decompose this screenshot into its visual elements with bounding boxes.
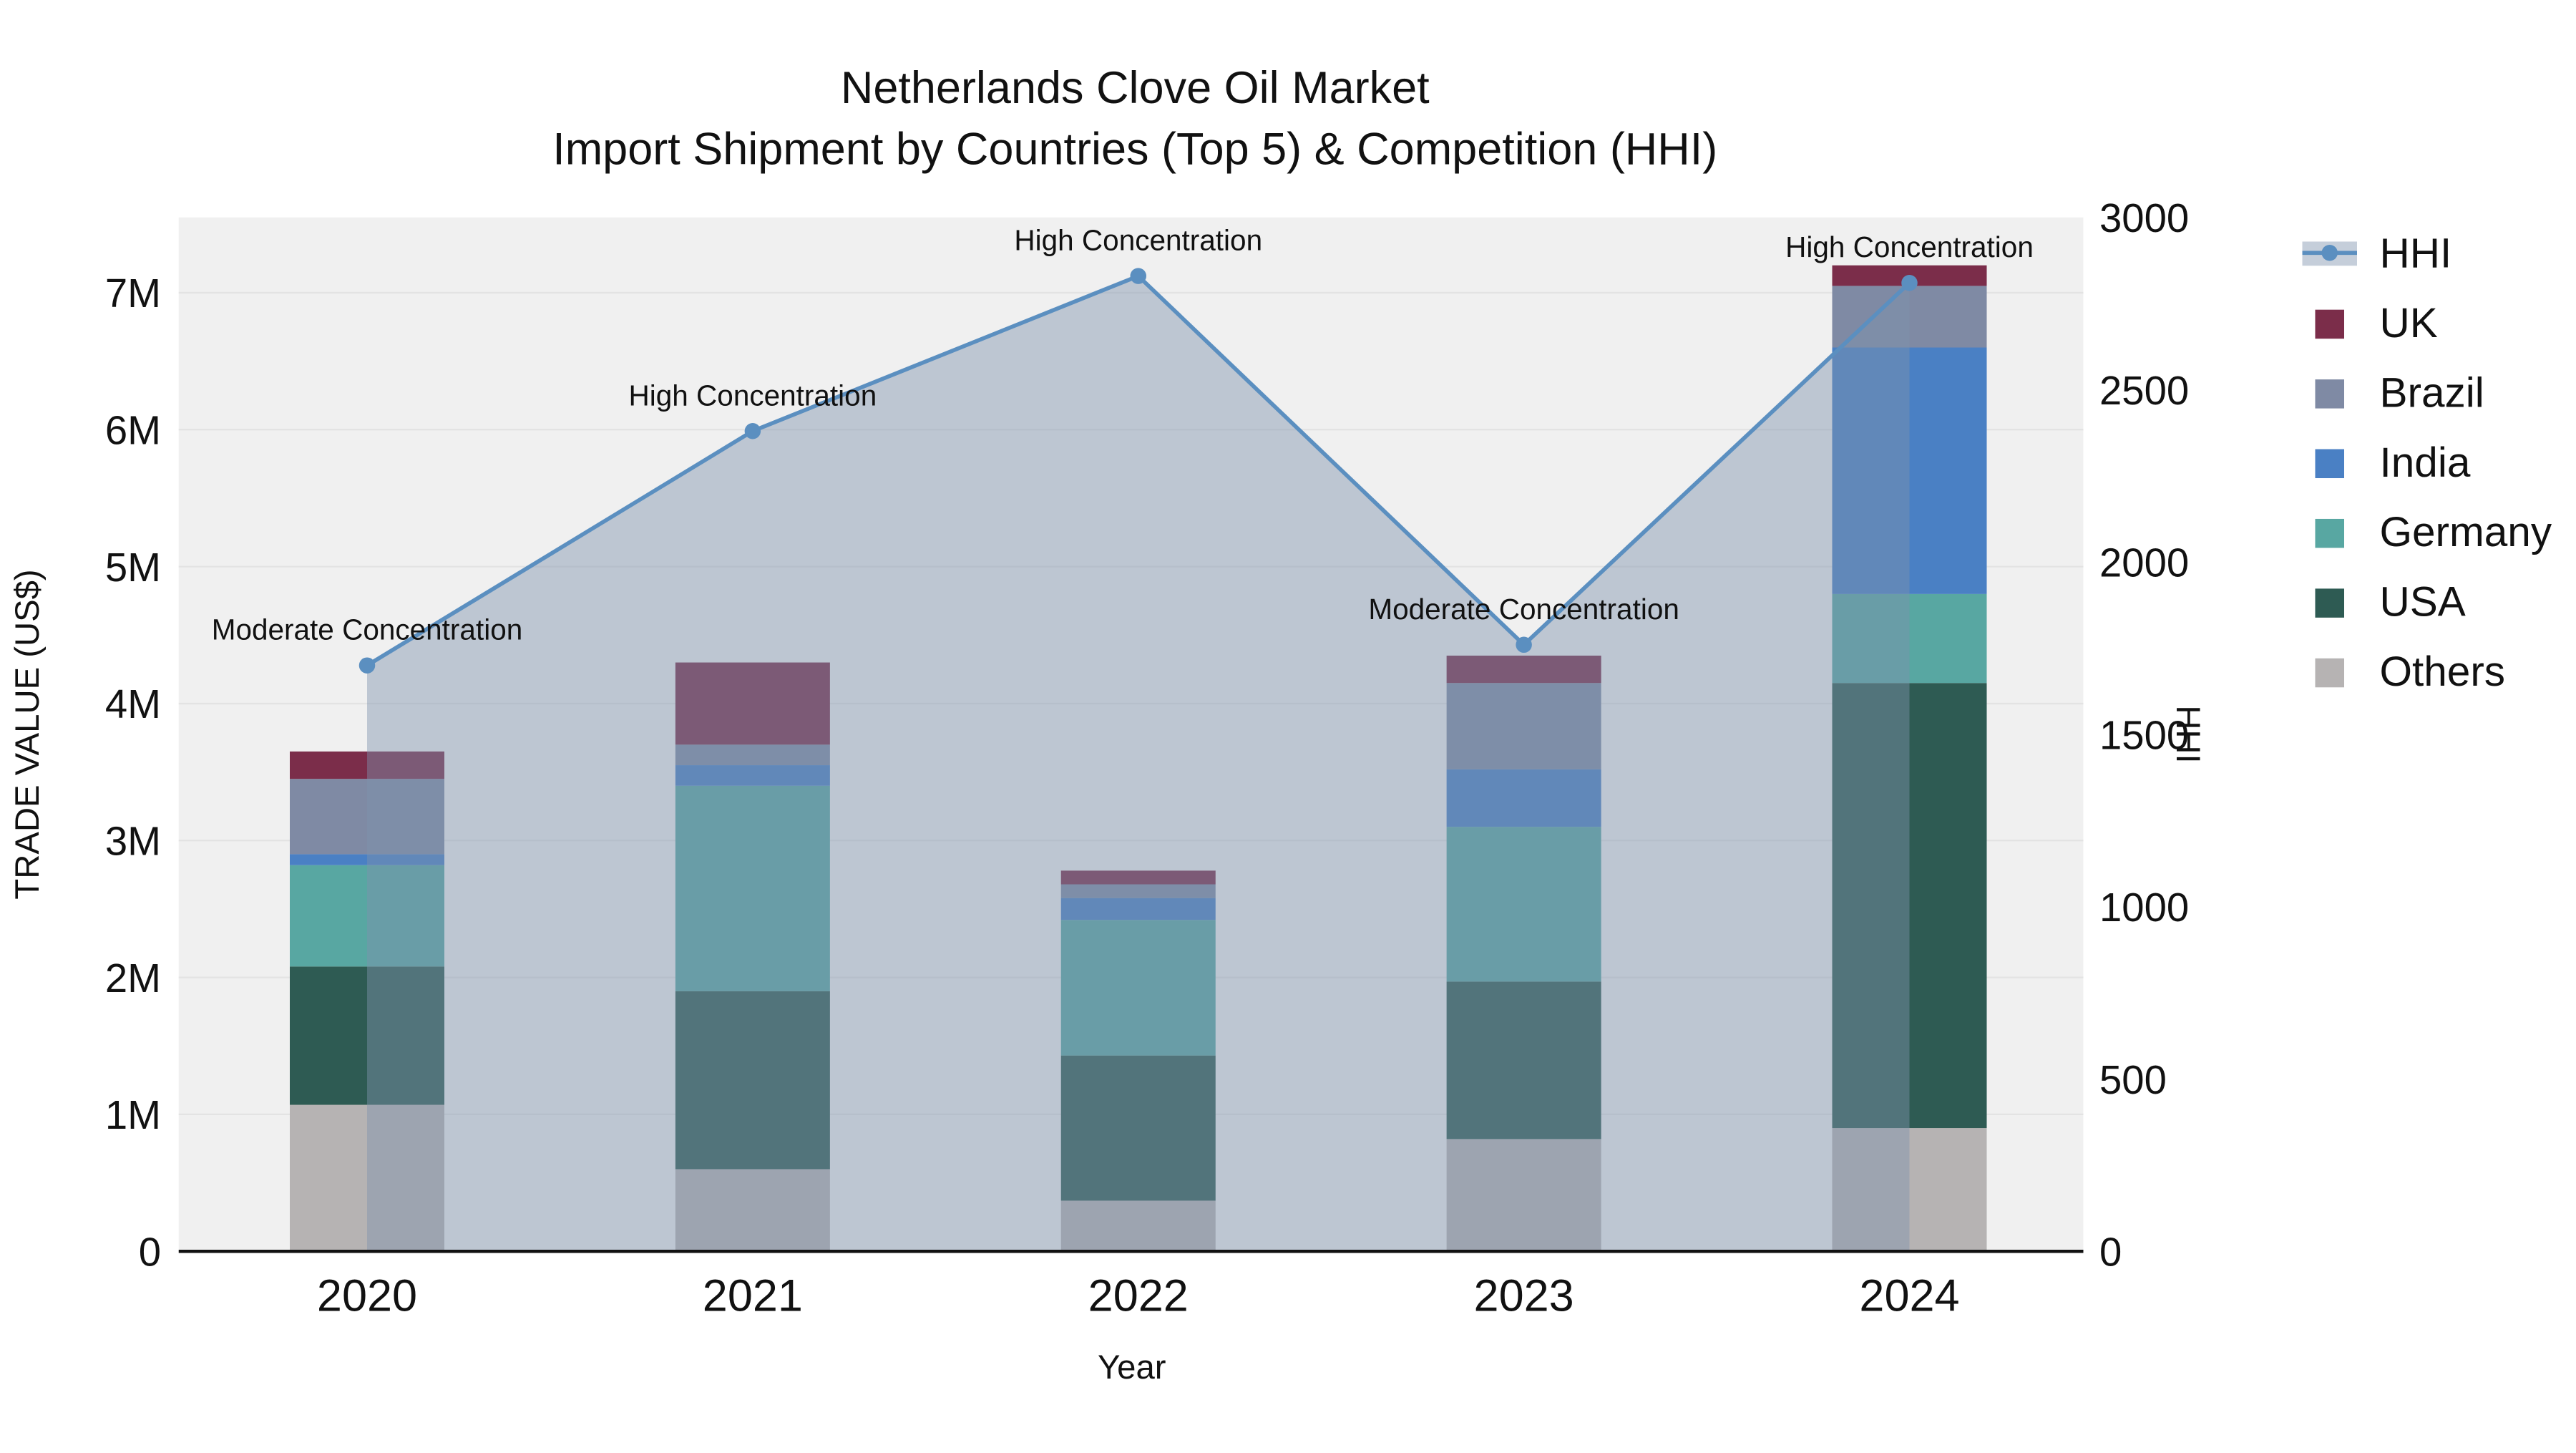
legend-item-usa[interactable]: USA [2315,579,2466,626]
bar-segment-usa-2022 [1060,1055,1216,1201]
bar-segment-india-2024 [1832,347,1987,594]
bar-segment-india-2021 [675,765,830,786]
annotation-2020: Moderate Concentration [212,613,523,646]
annotations: Moderate Concentration High Concentration… [212,224,2034,646]
legend-label: HHI [2380,230,2452,277]
bar-segment-india-2022 [1060,898,1216,920]
y-tick-label-left: 6M [105,408,161,453]
legend-color-swatch [2315,588,2344,618]
legend-label: USA [2380,579,2466,626]
hhi-marker-2022 [1130,268,1146,284]
y-tick-label-left: 2M [105,956,161,1001]
y-tick-label-left: 1M [105,1092,161,1137]
y-tick-label-right: 500 [2099,1057,2167,1102]
legend-item-uk[interactable]: UK [2315,300,2438,346]
legend: HHI UK Brazil India Germany USA Others [2302,230,2552,695]
bar-segment-germany-2021 [675,785,830,991]
chart-title-line2: Import Shipment by Countries (Top 5) & C… [552,125,1717,175]
bar-segment-uk-2022 [1060,870,1216,885]
bar-segment-others-2024 [1832,1128,1987,1252]
annotation-2021: High Concentration [629,379,877,412]
legend-label: Germany [2380,509,2552,555]
bar-segment-brazil-2023 [1446,683,1601,769]
y-tick-label-right: 2500 [2099,368,2189,413]
legend-item-brazil[interactable]: Brazil [2315,369,2484,416]
axes: 0 1M 2M 3M 4M 5M 6M 7M 0 500 1000 1500 2000 2500 3000 2… [105,195,2189,1321]
bar-segment-uk-2020 [290,751,444,779]
legend-label: UK [2380,300,2438,346]
y-tick-label-right: 0 [2099,1230,2122,1275]
y-tick-label-right: 1500 [2099,712,2189,757]
legend-item-india[interactable]: India [2315,439,2471,486]
y-tick-label-left: 4M [105,681,161,726]
bar-segment-germany-2024 [1832,593,1987,684]
x-tick-label-2022: 2022 [1088,1271,1189,1321]
legend-color-swatch [2315,518,2344,548]
bar-segment-india-2020 [290,854,444,865]
legend-label: Others [2380,648,2506,695]
legend-item-others[interactable]: Others [2315,648,2506,695]
legend-color-swatch [2315,379,2344,409]
annotation-2023: Moderate Concentration [1368,593,1679,626]
hhi-marker-2024 [1901,274,1918,291]
bar-segment-brazil-2022 [1060,884,1216,898]
bar-segment-uk-2023 [1446,655,1601,684]
legend-label: Brazil [2380,369,2484,416]
annotation-2022: High Concentration [1014,224,1262,257]
y-tick-label-left: 0 [139,1230,161,1275]
bar-segment-usa-2020 [290,966,444,1105]
y-tick-label-right: 1000 [2099,885,2189,930]
hhi-area-fill [367,276,1910,1252]
hhi-marker-2020 [358,657,376,674]
bar-segment-others-2022 [1060,1200,1216,1252]
y-axis-title-right: HHI [2169,705,2207,763]
bar-segment-germany-2023 [1446,827,1601,982]
bar-segment-usa-2024 [1832,683,1987,1129]
bar-segment-uk-2021 [675,662,830,745]
y-tick-label-left: 7M [105,271,161,316]
chart-title-line1: Netherlands Clove Oil Market [841,63,1430,113]
x-tick-label-2021: 2021 [703,1271,803,1321]
bar-segment-others-2020 [290,1104,444,1252]
legend-label: India [2380,439,2471,486]
legend-marker-icon [2321,245,2338,261]
hhi-marker-2023 [1516,636,1532,653]
y-tick-label-left: 3M [105,819,161,864]
bar-segment-usa-2023 [1446,981,1601,1139]
bar-segment-brazil-2020 [290,779,444,855]
bar-segment-others-2021 [675,1169,830,1252]
y-tick-label-left: 5M [105,545,161,590]
bar-segment-brazil-2021 [675,744,830,766]
bar-segment-germany-2022 [1060,920,1216,1056]
legend-item-hhi[interactable]: HHI [2302,230,2452,277]
hhi-marker-2021 [744,423,761,439]
legend-color-swatch [2315,309,2344,339]
bar-segment-others-2023 [1446,1139,1601,1252]
x-tick-label-2020: 2020 [317,1271,417,1321]
legend-item-germany[interactable]: Germany [2315,509,2552,555]
bar-segment-germany-2020 [290,865,444,967]
bar-segment-brazil-2024 [1832,286,1987,348]
legend-color-swatch [2315,449,2344,479]
bar-segment-india-2023 [1446,769,1601,827]
annotation-2024: High Concentration [1785,230,2034,263]
y-tick-label-right: 3000 [2099,195,2189,240]
x-tick-label-2024: 2024 [1859,1271,1959,1321]
x-axis-title: Year [1098,1348,1166,1386]
hhi-line-layer [358,268,1918,1252]
legend-color-swatch [2315,658,2344,688]
y-axis-title-left: TRADE VALUE (US$) [9,569,47,899]
y-tick-label-right: 2000 [2099,540,2189,585]
x-tick-label-2023: 2023 [1474,1271,1574,1321]
bar-segment-usa-2021 [675,991,830,1170]
stacked-bars [290,265,1987,1252]
